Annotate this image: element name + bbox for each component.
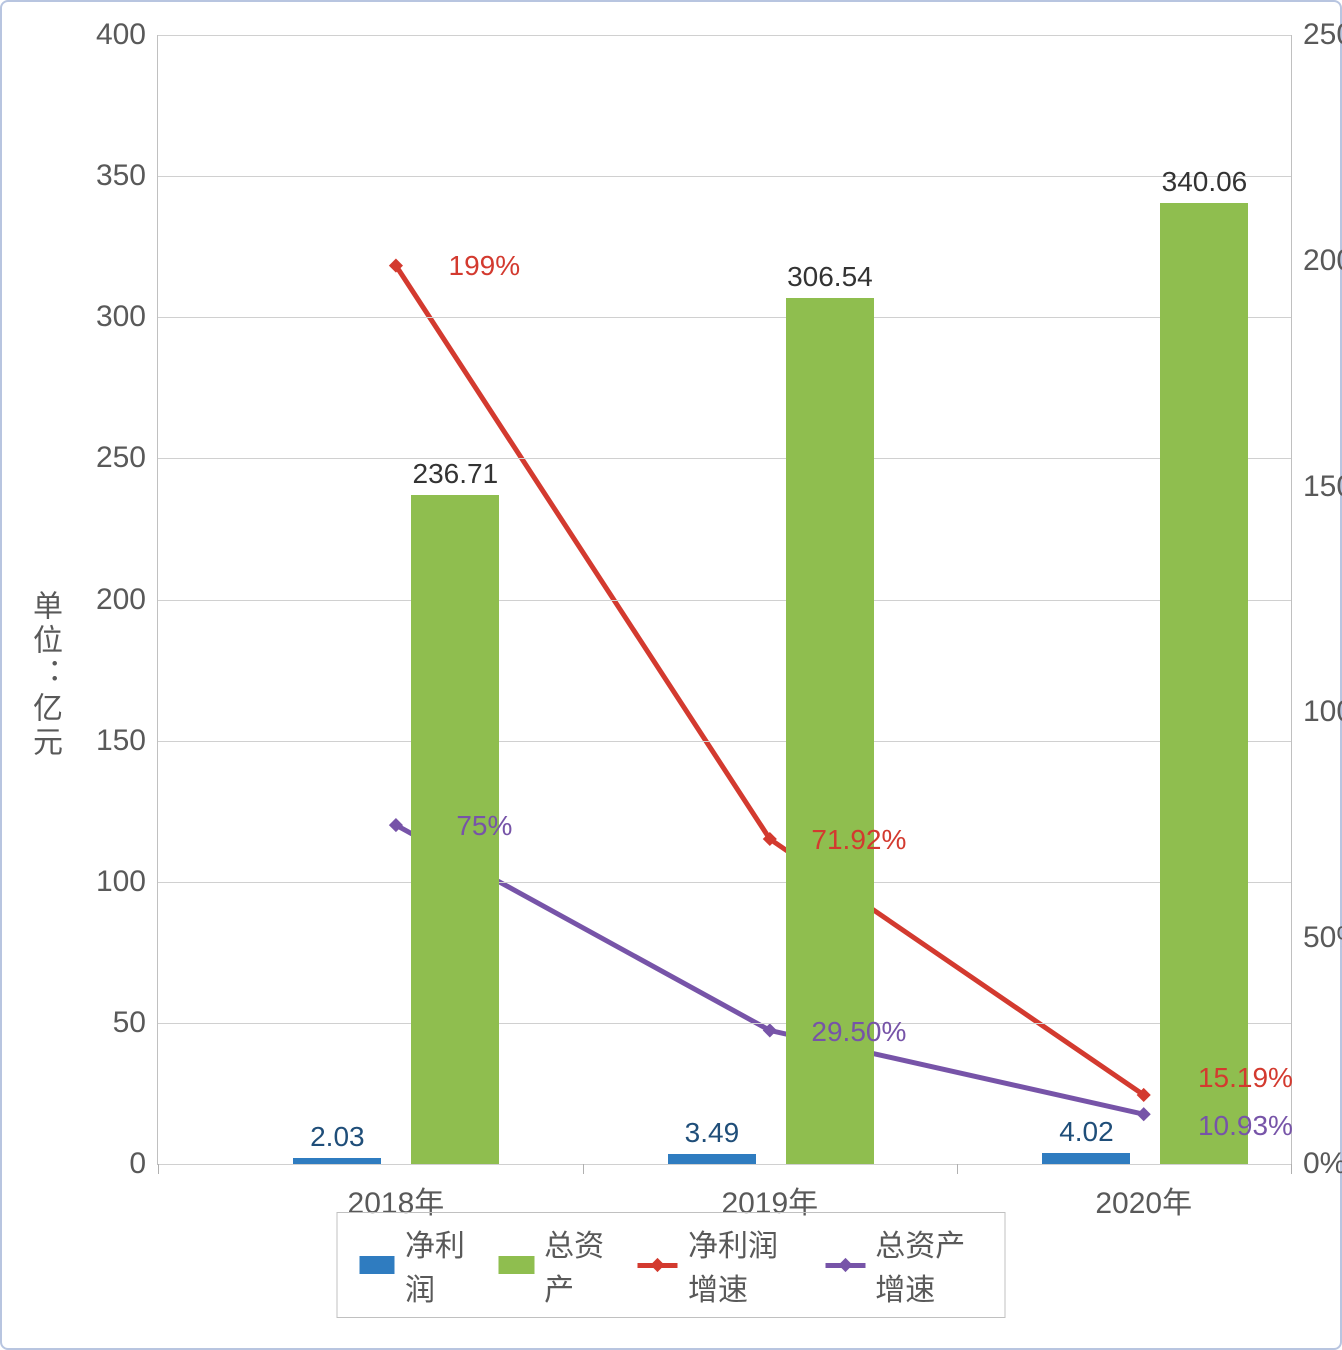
legend-label-total-assets: 总资产	[544, 1221, 608, 1309]
gridline	[158, 882, 1291, 883]
chart-container: 单位：亿元 0501001502002503003504000%50%100%1…	[0, 0, 1342, 1350]
y2-tick-label: 0%	[1303, 1147, 1342, 1181]
x-tick-mark	[1291, 1164, 1292, 1174]
legend-swatch-net-profit-growth	[638, 1263, 678, 1268]
y1-tick-label: 50	[66, 1006, 146, 1040]
line-label-net_profit_growth: 15.19%	[1198, 1062, 1293, 1094]
gridline	[158, 1164, 1291, 1165]
legend-swatch-net-profit	[360, 1256, 395, 1274]
y1-tick-label: 300	[66, 300, 146, 334]
legend-swatch-total-assets	[499, 1256, 534, 1274]
legend-item-net-profit-growth: 净利润增速	[638, 1221, 795, 1309]
y2-tick-label: 200%	[1303, 244, 1342, 278]
y1-tick-label: 0	[66, 1147, 146, 1181]
y1-tick-label: 150	[66, 724, 146, 758]
line-label-total_assets_growth: 10.93%	[1198, 1110, 1293, 1142]
y1-tick-label: 100	[66, 865, 146, 899]
gridline	[158, 317, 1291, 318]
legend-swatch-total-assets-growth	[825, 1263, 865, 1268]
gridline	[158, 35, 1291, 36]
legend-item-total-assets: 总资产	[499, 1221, 608, 1309]
plot-area: 0501001502002503003504000%50%100%150%200…	[157, 35, 1292, 1165]
line-label-net_profit_growth: 71.92%	[811, 824, 906, 856]
gridline	[158, 1023, 1291, 1024]
y1-tick-label: 350	[66, 159, 146, 193]
x-tick-label: 2020年	[1095, 1178, 1192, 1222]
bar-net_profit	[668, 1154, 756, 1164]
bar-label-net_profit: 4.02	[1059, 1116, 1114, 1148]
y2-tick-label: 250%	[1303, 18, 1342, 52]
bar-label-net_profit: 3.49	[685, 1117, 740, 1149]
legend-label-net-profit-growth: 净利润增速	[688, 1221, 795, 1309]
legend-label-net-profit: 净利润	[405, 1221, 469, 1309]
legend-item-total-assets-growth: 总资产增速	[825, 1221, 982, 1309]
y2-tick-label: 50%	[1303, 921, 1342, 955]
x-tick-mark	[158, 1164, 159, 1174]
bar-label-total_assets: 306.54	[787, 261, 873, 293]
line-net_profit_growth	[396, 266, 1144, 1095]
bar-label-total_assets: 340.06	[1162, 166, 1248, 198]
legend: 净利润 总资产 净利润增速 总资产增速	[337, 1212, 1006, 1318]
bar-label-total_assets: 236.71	[413, 458, 499, 490]
legend-item-net-profit: 净利润	[360, 1221, 469, 1309]
gridline	[158, 741, 1291, 742]
x-tick-mark	[957, 1164, 958, 1174]
gridline	[158, 600, 1291, 601]
legend-label-total-assets-growth: 总资产增速	[875, 1221, 982, 1309]
line-label-total_assets_growth: 75%	[456, 810, 512, 842]
y1-tick-label: 400	[66, 18, 146, 52]
line-total_assets_growth	[396, 825, 1144, 1114]
y-axis-primary-label: 单位：亿元	[22, 590, 66, 760]
bar-label-net_profit: 2.03	[310, 1121, 365, 1153]
y1-tick-label: 250	[66, 441, 146, 475]
line-label-total_assets_growth: 29.50%	[811, 1016, 906, 1048]
line-label-net_profit_growth: 199%	[449, 250, 521, 282]
bar-net_profit	[1042, 1153, 1130, 1164]
bar-total_assets	[1160, 203, 1248, 1164]
marker-total_assets_growth	[1137, 1107, 1151, 1121]
gridline	[158, 176, 1291, 177]
x-tick-mark	[583, 1164, 584, 1174]
gridline	[158, 458, 1291, 459]
bar-net_profit	[293, 1158, 381, 1164]
y1-tick-label: 200	[66, 583, 146, 617]
y2-tick-label: 150%	[1303, 470, 1342, 504]
y2-tick-label: 100%	[1303, 695, 1342, 729]
